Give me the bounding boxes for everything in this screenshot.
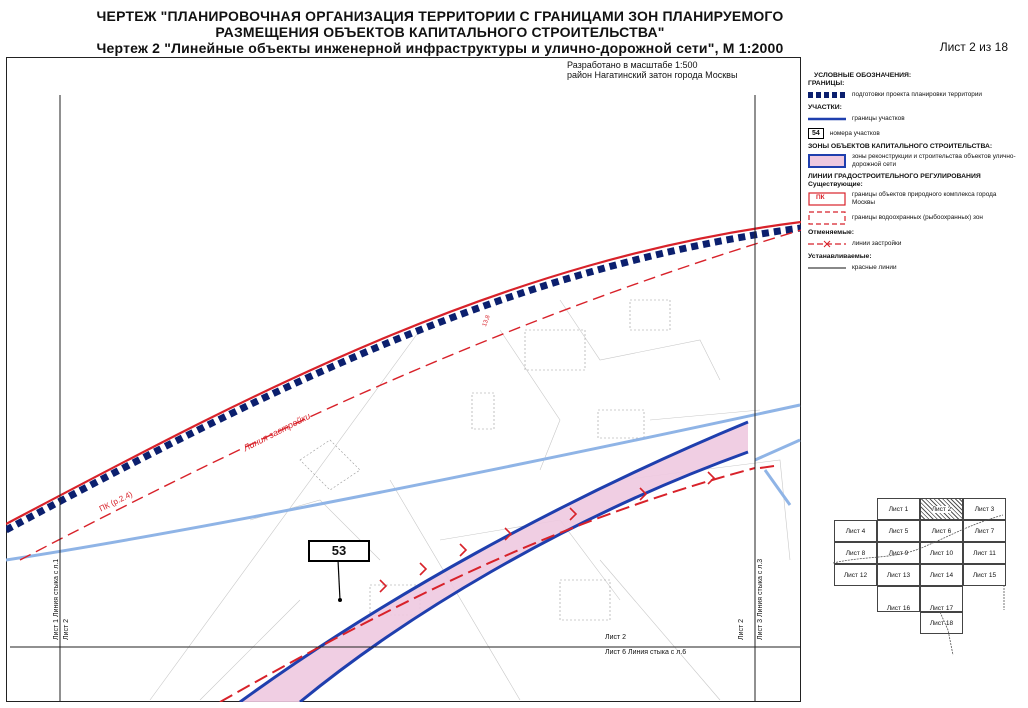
legend-row-building-lines: линии застройки xyxy=(808,239,1018,249)
parcel-53-leader xyxy=(337,559,341,601)
left-sheet2-label: Лист 2 xyxy=(63,618,70,640)
navy-dashed-symbol xyxy=(808,90,846,100)
sheet6-junction-label: Лист 6 Линия стыка с л.6 xyxy=(605,649,687,656)
sheet-index-cell-4[interactable]: Лист 4 xyxy=(834,520,877,542)
title-line-3: Чертеж 2 "Линейные объекты инженерной ин… xyxy=(96,40,784,56)
development-scale: Разработано в масштабе 1:500 xyxy=(567,60,698,70)
sheet-index-cell-13[interactable]: Лист 13 xyxy=(877,564,920,586)
sheet-index-cell-6[interactable]: Лист 6 xyxy=(920,520,963,542)
legend-building-lines-text: линии застройки xyxy=(852,240,902,247)
sheet-index-cell-14[interactable]: Лист 14 xyxy=(920,564,963,586)
parcel-53-label[interactable]: 53 xyxy=(308,540,370,562)
background-streets xyxy=(149,299,791,701)
legend-row-red-lines: красные линии xyxy=(808,263,1018,273)
legend-plots-header: УЧАСТКИ: xyxy=(808,104,842,111)
sheet2-bottom-label: Лист 2 xyxy=(605,634,627,641)
left-junction-label: Лист 1 Линия стыка с л.1 xyxy=(53,558,60,640)
project-boundary xyxy=(6,224,801,534)
sheet-index-rivers xyxy=(832,514,1005,656)
pk-symbol-box: ПК xyxy=(808,192,846,206)
water-protection-end xyxy=(759,465,775,469)
sheet-index-cell-12[interactable]: Лист 12 xyxy=(834,564,877,586)
legend-zone-text: зоны реконструкции и строительства объек… xyxy=(852,153,1016,168)
red-line-symbol xyxy=(808,263,846,273)
legend-natural-complex-text: границы объектов природного комплекса го… xyxy=(852,191,997,206)
blue-line-symbol xyxy=(808,114,846,124)
development-district: район Нагатинский затон города Москвы xyxy=(567,70,738,80)
sheet-index-cell-15[interactable]: Лист 15 xyxy=(963,564,1006,586)
sheet-counter: Лист 2 из 18 xyxy=(939,40,1008,54)
junction-lines xyxy=(10,95,800,702)
sheet-index-cell-17[interactable]: Лист 17 xyxy=(920,586,963,612)
title-line-1: ЧЕРТЕЖ "ПЛАНИРОВОЧНАЯ ОРГАНИЗАЦИЯ ТЕРРИТ… xyxy=(96,8,784,24)
legend-boundaries-header: ГРАНИЦЫ: xyxy=(808,80,845,87)
sheet-index-cell-1[interactable]: Лист 1 xyxy=(877,498,920,520)
sheet-index: Лист 1 Лист 2 Лист 3 Лист 4 Лист 5 Лист … xyxy=(828,485,1022,685)
zone-fill-symbol xyxy=(808,154,846,168)
map-frame xyxy=(6,57,801,702)
legend-row-project-boundary: подготовки проекта планировки территории xyxy=(808,90,1018,100)
sheet-index-cell-5[interactable]: Лист 5 xyxy=(877,520,920,542)
water-protection-ticks xyxy=(379,471,716,593)
legend-title: УСЛОВНЫЕ ОБОЗНАЧЕНИЯ: xyxy=(814,72,912,79)
legend-row-plot-numbers: 54 номера участков xyxy=(808,128,1018,139)
cancelled-building-line xyxy=(19,229,801,561)
sheet-index-cell-11[interactable]: Лист 11 xyxy=(963,542,1006,564)
sheet-index-cell-8[interactable]: Лист 8 xyxy=(834,542,877,564)
legend-red-lines-text: красные линии xyxy=(852,264,897,271)
sheet-index-cell-16[interactable]: Лист 16 xyxy=(877,586,920,612)
pk-symbol-text: ПК xyxy=(816,194,825,201)
sheet-index-cell-2-current[interactable]: Лист 2 xyxy=(920,498,963,520)
right-junction-label: Лист 3 Линия стыка с л.3 xyxy=(757,558,764,640)
map-canvas xyxy=(6,95,801,702)
legend-lines-header: ЛИНИИ ГРАДОСТРОИТЕЛЬНОГО РЕГУЛИРОВАНИЯ xyxy=(808,173,981,180)
road-zone xyxy=(240,422,748,702)
legend-plot-numbers-text: номера участков xyxy=(829,129,880,137)
legend-project-boundary-text: подготовки проекта планировки территории xyxy=(852,91,983,98)
legend-plot-boundaries-text: границы участков xyxy=(852,115,905,122)
title-line-2: РАЗМЕЩЕНИЯ ОБЪЕКТОВ КАПИТАЛЬНОГО СТРОИТЕ… xyxy=(215,24,665,40)
natural-complex-boundary xyxy=(6,220,801,525)
legend-row-zone: зоны реконструкции и строительства объек… xyxy=(808,153,1018,169)
legend: УСЛОВНЫЕ ОБОЗНАЧЕНИЯ: ГРАНИЦЫ: подготовк… xyxy=(808,72,1018,277)
drawing-title: ЧЕРТЕЖ "ПЛАНИРОВОЧНАЯ ОРГАНИЗАЦИЯ ТЕРРИТ… xyxy=(0,8,880,56)
parcel-53-leader-dot xyxy=(338,598,342,602)
legend-zones-header: ЗОНЫ ОБЪЕКТОВ КАПИТАЛЬНОГО СТРОИТЕЛЬСТВА… xyxy=(808,143,993,150)
right-sheet2-label: Лист 2 xyxy=(738,618,745,640)
adjacent-parcel-lines xyxy=(6,403,801,562)
sheet-index-cell-9[interactable]: Лист 9 xyxy=(877,542,920,564)
legend-cancelled-header: Отменяемые: xyxy=(808,229,855,236)
legend-established-header: Устанавливаемые: xyxy=(808,253,872,260)
legend-water-protection-text: границы водоохранных (рыбоохранных) зон xyxy=(852,214,983,221)
legend-row-water-protection: границы водоохранных (рыбоохранных) зон xyxy=(808,211,1018,225)
development-note: Разработано в масштабе 1:500 район Нагат… xyxy=(567,60,737,80)
parcel-53-boundary xyxy=(239,420,749,702)
sheet-index-cell-10[interactable]: Лист 10 xyxy=(920,542,963,564)
legend-row-natural-complex: ПК границы объектов природного комплекса… xyxy=(808,191,1018,207)
sheet-index-cell-18[interactable]: Лист 18 xyxy=(920,612,963,634)
legend-existing-header: Существующие: xyxy=(808,181,863,188)
sheet-index-cell-7[interactable]: Лист 7 xyxy=(963,520,1006,542)
sheet-index-cell-3[interactable]: Лист 3 xyxy=(963,498,1006,520)
plot-number-symbol: 54 xyxy=(808,128,824,139)
water-protection-line xyxy=(219,467,756,702)
water-protection-symbol xyxy=(808,211,846,225)
cancelled-line-symbol xyxy=(808,239,846,249)
legend-row-plot-boundaries: границы участков xyxy=(808,114,1018,124)
